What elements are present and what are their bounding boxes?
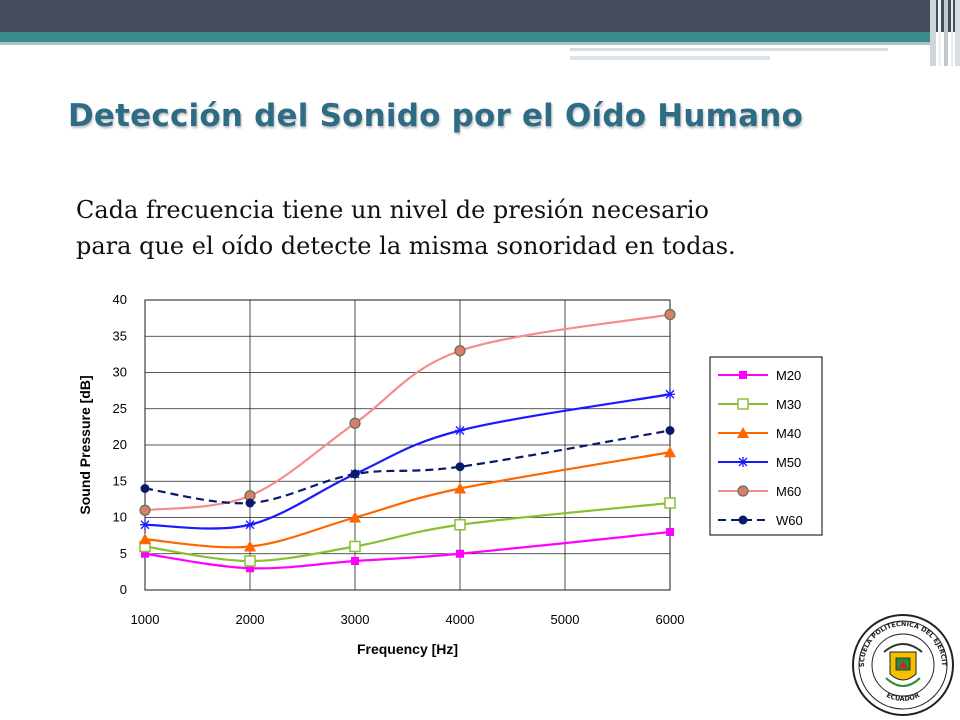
- legend-label: M20: [776, 368, 801, 383]
- legend-label: M50: [776, 455, 801, 470]
- star-marker-stroke: [245, 519, 255, 530]
- seal-bottom-text: ECUADOR: [885, 691, 921, 703]
- series-line: [144, 530, 671, 570]
- data-point: [665, 389, 675, 400]
- data-point: [139, 533, 151, 545]
- decorative-stripes: [930, 0, 960, 66]
- data-point: [245, 519, 255, 530]
- data-point: [664, 308, 676, 321]
- data-point: [140, 519, 150, 530]
- star-marker-stroke: [738, 457, 748, 467]
- series-m50: [140, 389, 675, 530]
- y-tick-label: 0: [120, 582, 127, 597]
- decorative-line: [570, 48, 888, 51]
- data-point: [454, 482, 466, 494]
- data-point: [244, 540, 256, 552]
- series-m30: [139, 497, 676, 567]
- data-point: [351, 557, 359, 565]
- title-bar-band: [0, 0, 960, 32]
- chart-grid: [144, 299, 671, 591]
- y-tick-label: 15: [113, 473, 127, 488]
- data-point: [246, 564, 254, 573]
- line-chart: 0 5 10 15 20 25 30 35 40 1000 2000 3000 4000 5000 6000…: [77, 292, 823, 657]
- series-line: [144, 429, 671, 505]
- data-point: [456, 549, 464, 558]
- university-seal: ESCUELA POLITECNICA DEL EJERCITO ECUADOR: [850, 612, 954, 716]
- data-point: [349, 540, 361, 553]
- data-point: [245, 498, 255, 508]
- x-tick-label: 6000: [656, 612, 685, 627]
- data-point: [350, 469, 360, 479]
- series-m40: [139, 446, 676, 552]
- star-marker-stroke: [665, 389, 675, 400]
- y-tick-label: 30: [113, 365, 127, 380]
- y-axis-label: Sound Pressure [dB]: [77, 375, 93, 514]
- x-tick-label: 3000: [341, 612, 370, 627]
- data-point: [665, 426, 675, 435]
- legend-label: W60: [776, 513, 803, 528]
- data-point: [454, 345, 466, 357]
- x-tick-label: 2000: [236, 612, 265, 627]
- x-tick-label: 4000: [446, 612, 475, 627]
- page-title: Detección del Sonido por el Oído Humano: [68, 98, 804, 134]
- svg-text:ECUADOR: ECUADOR: [885, 691, 921, 703]
- y-tick-label: 10: [113, 510, 127, 525]
- legend-marker: [737, 485, 749, 497]
- data-point: [141, 549, 149, 558]
- decorative-line: [570, 56, 770, 60]
- series-m20: [141, 528, 674, 573]
- body-text: Cada frecuencia tiene un nivel de presió…: [76, 192, 936, 264]
- chart-axes: 0 5 10 15 20 25 30 35 40 1000 2000 3000 4000 5000 6000…: [77, 292, 684, 657]
- legend-marker: [738, 515, 748, 525]
- data-point: [139, 504, 151, 516]
- body-line: Cada frecuencia tiene un nivel de presió…: [76, 196, 709, 224]
- y-tick-label: 35: [113, 328, 127, 343]
- body-line: para que el oído detecte la misma sonori…: [76, 232, 736, 260]
- legend-label: M40: [776, 426, 801, 441]
- series-line: [144, 451, 671, 549]
- x-tick-label: 1000: [131, 612, 160, 627]
- legend-marker: [739, 371, 747, 379]
- legend-marker: [737, 398, 749, 410]
- chart-series: [139, 308, 676, 573]
- data-point: [664, 497, 676, 509]
- legend-marker: [738, 457, 748, 467]
- data-point: [349, 417, 361, 429]
- y-tick-label: 25: [113, 401, 127, 416]
- star-marker-stroke: [140, 519, 150, 530]
- data-point: [454, 519, 466, 531]
- legend-box: [709, 356, 823, 536]
- series-line: [144, 501, 671, 563]
- star-marker-stroke: [455, 425, 465, 436]
- data-point: [140, 484, 150, 493]
- y-tick-label: 5: [120, 546, 127, 561]
- legend-label: M60: [776, 484, 801, 499]
- data-point: [666, 528, 674, 536]
- chart-legend: M20 M30 M40 M50 M60 W60: [709, 356, 823, 536]
- gray-accent-band: [0, 42, 930, 45]
- teal-accent-band: [0, 32, 930, 42]
- data-point: [455, 462, 465, 472]
- data-point: [244, 555, 256, 567]
- x-tick-label: 5000: [551, 612, 580, 627]
- y-tick-label: 40: [113, 292, 127, 307]
- y-tick-label: 20: [113, 437, 127, 452]
- series-line: [144, 393, 671, 530]
- legend-label: M30: [776, 397, 801, 412]
- data-point: [664, 446, 676, 458]
- series-w60: [140, 426, 675, 508]
- data-point: [455, 425, 465, 436]
- legend-marker: [737, 427, 749, 438]
- data-point: [349, 511, 361, 523]
- x-axis-label: Frequency [Hz]: [357, 641, 458, 657]
